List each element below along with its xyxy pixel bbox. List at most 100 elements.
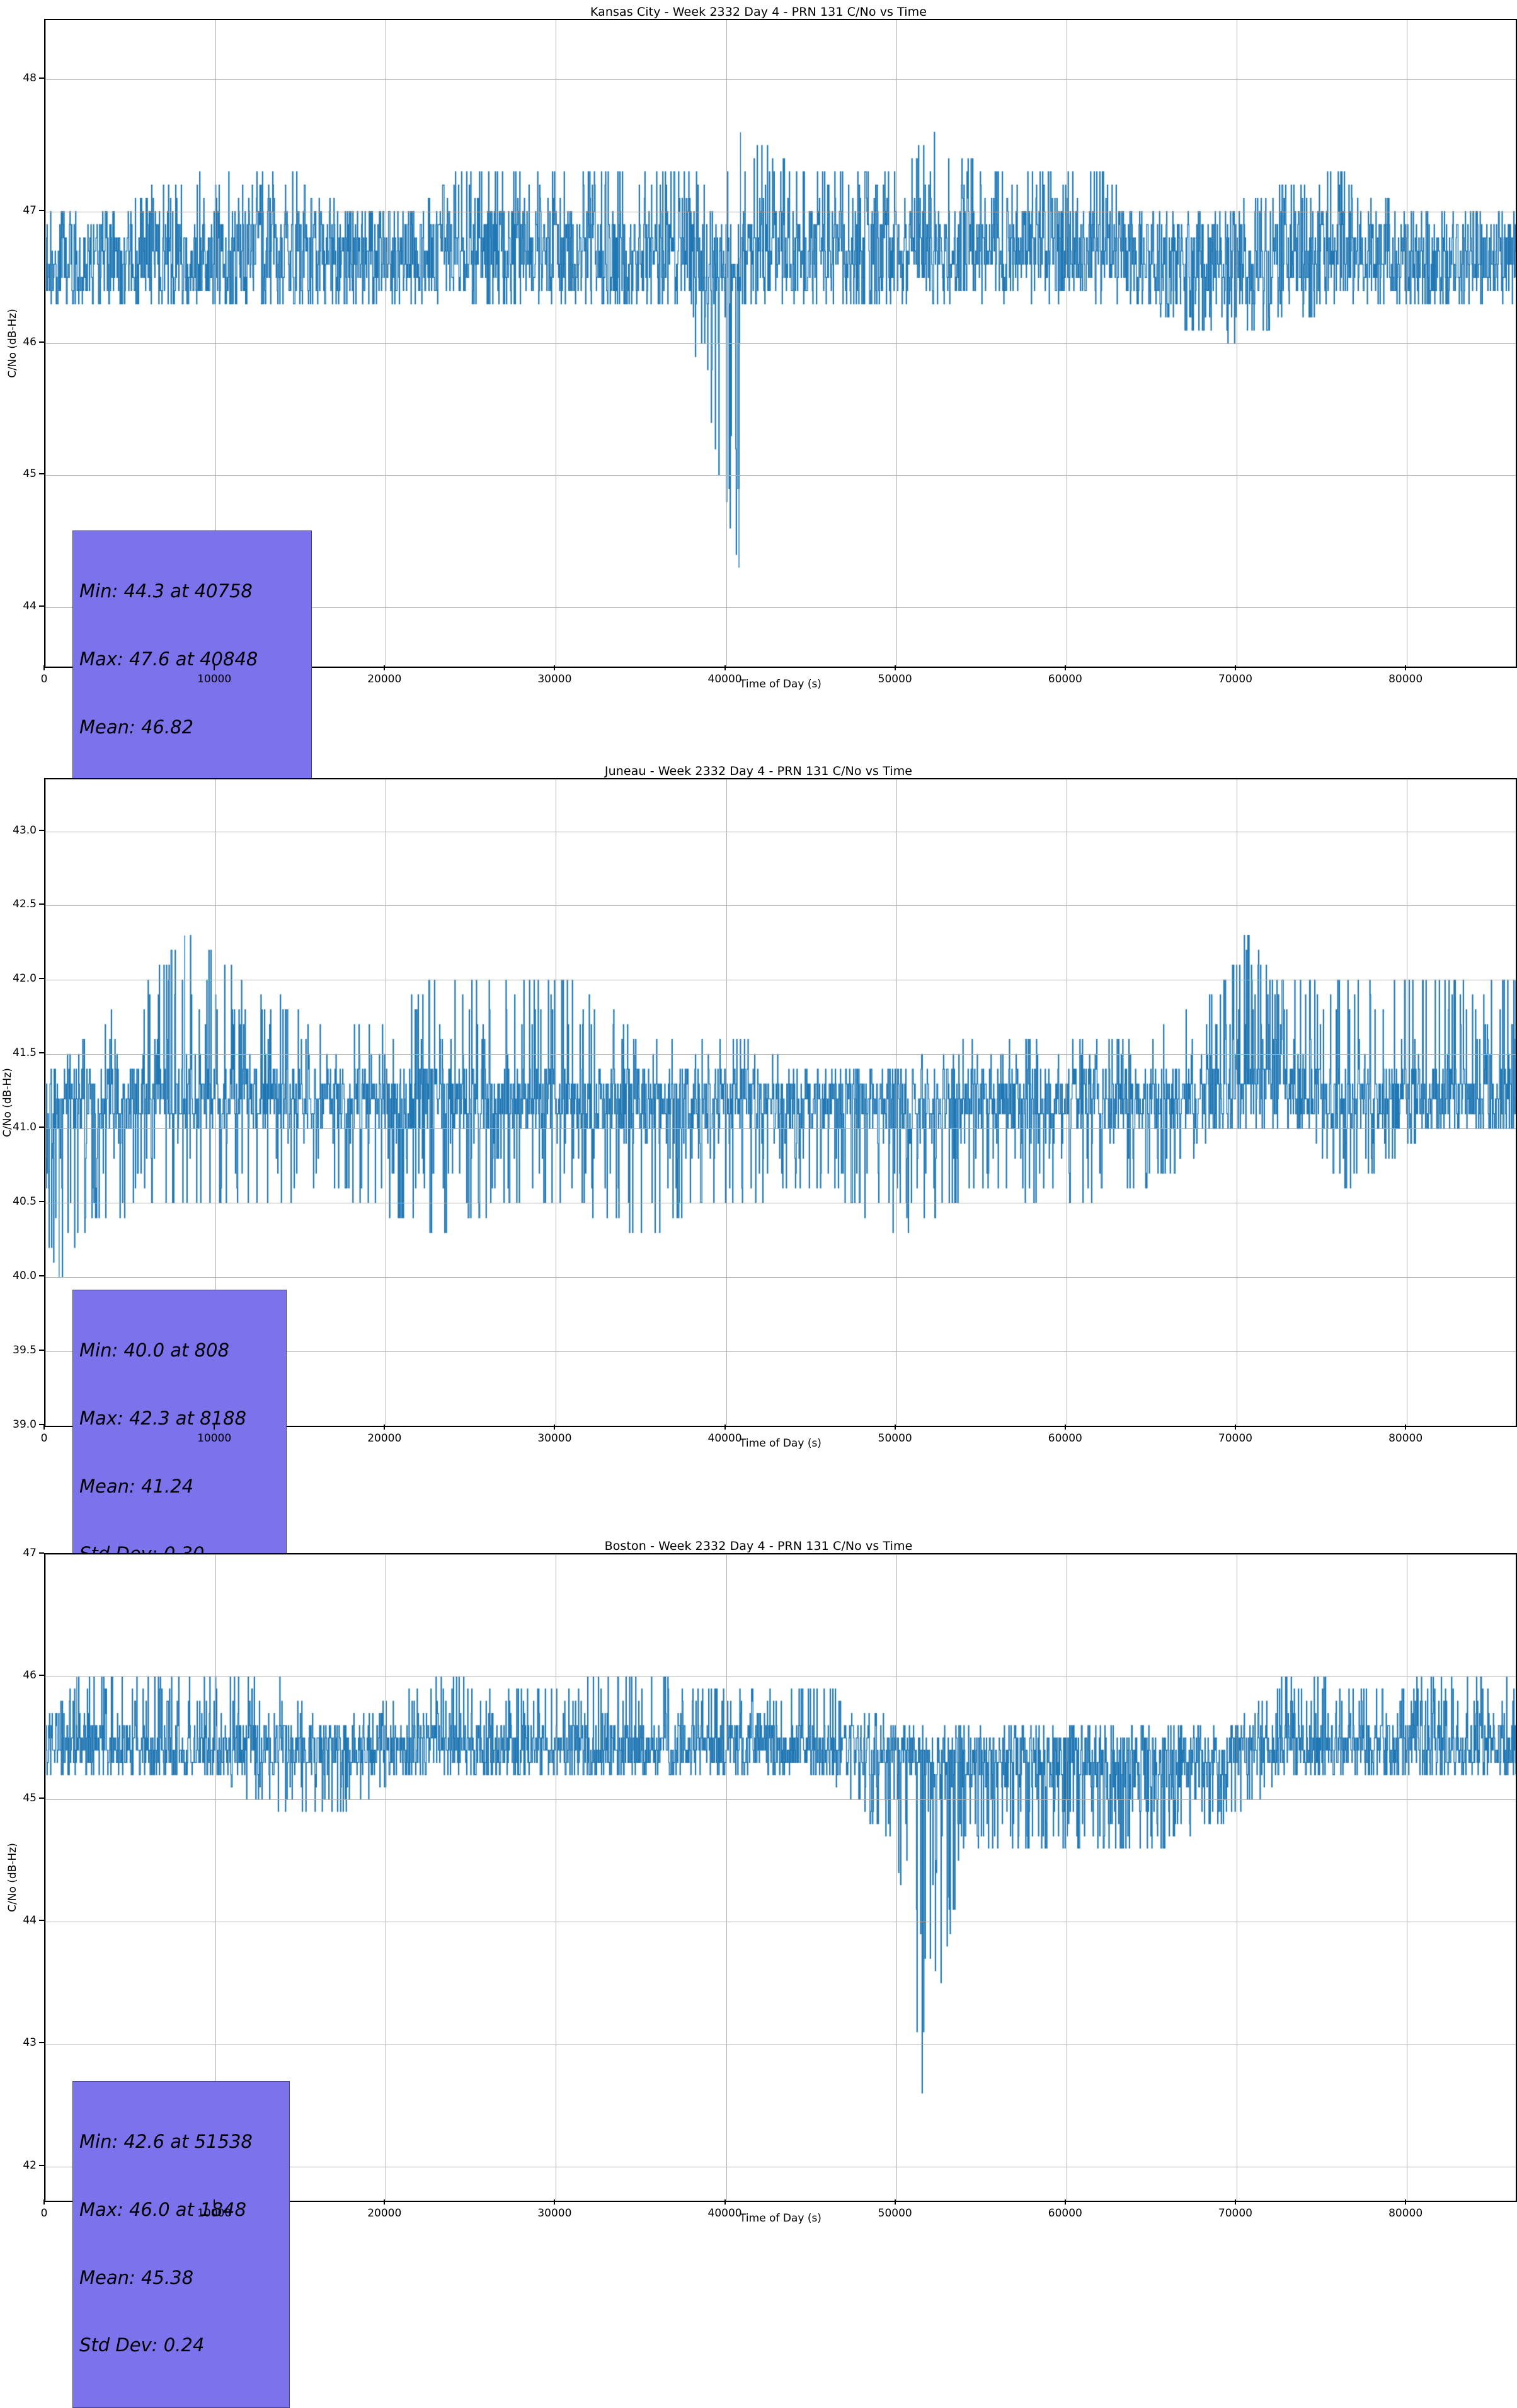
x-tick-mark	[43, 665, 45, 670]
x-tick-mark	[554, 1425, 556, 1430]
x-tick-label: 70000	[1218, 2207, 1253, 2220]
y-tick-label: 39.0	[13, 1418, 37, 1431]
panel-title: Kansas City - Week 2332 Day 4 - PRN 131 …	[590, 5, 927, 19]
x-tick-mark	[1405, 1425, 1407, 1430]
y-tick-mark	[39, 829, 44, 831]
y-tick-label: 42.0	[13, 972, 37, 985]
x-gridline	[215, 779, 217, 1426]
x-tick-mark	[1234, 665, 1236, 670]
x-axis-label: Time of Day (s)	[740, 678, 821, 691]
x-tick-mark	[384, 1425, 386, 1430]
y-tick-mark	[39, 903, 44, 905]
plot-area[interactable]	[44, 778, 1517, 1427]
x-tick-label: 80000	[1388, 673, 1423, 685]
y-gridline	[45, 1554, 1516, 1555]
x-tick-mark	[894, 665, 896, 670]
x-tick-mark	[214, 2199, 215, 2204]
x-tick-label: 20000	[367, 2207, 402, 2220]
x-gridline	[726, 779, 727, 1426]
x-tick-label: 60000	[1048, 673, 1082, 685]
x-tick-mark	[724, 2199, 726, 2204]
y-tick-mark	[39, 209, 44, 211]
y-tick-label: 44	[23, 1913, 37, 1927]
y-tick-mark	[39, 341, 44, 343]
y-tick-label: 41.0	[13, 1121, 37, 1134]
y-tick-mark	[39, 473, 44, 475]
y-tick-mark	[39, 1350, 44, 1351]
y-gridline	[45, 607, 1516, 608]
x-tick-mark	[894, 2199, 896, 2204]
panel-title: Boston - Week 2332 Day 4 - PRN 131 C/No …	[604, 1539, 913, 1553]
y-tick-mark	[39, 1052, 44, 1054]
x-gridline	[896, 1554, 897, 2201]
y-tick-mark	[39, 1552, 44, 1554]
x-tick-mark	[1405, 2199, 1407, 2204]
y-tick-label: 47	[23, 204, 37, 217]
x-tick-mark	[43, 2199, 45, 2204]
x-tick-label: 20000	[367, 1432, 402, 1445]
x-gridline	[45, 1554, 46, 2201]
x-tick-label: 30000	[537, 2207, 572, 2220]
y-gridline	[45, 1799, 1516, 1800]
cno-trace	[45, 779, 1516, 1426]
x-gridline	[45, 20, 46, 667]
x-tick-mark	[1405, 665, 1407, 670]
y-gridline	[45, 343, 1516, 344]
stat-min: Min: 42.6 at 51538	[79, 2130, 253, 2152]
x-gridline	[215, 1554, 217, 2201]
stat-max: Max: 47.6 at 40848	[79, 648, 258, 670]
stat-mean: Mean: 46.82	[79, 716, 194, 738]
y-tick-mark	[39, 978, 44, 980]
x-tick-mark	[1234, 2199, 1236, 2204]
panel-juneau: Juneau - Week 2332 Day 4 - PRN 131 C/No …	[0, 759, 1517, 1617]
y-gridline	[45, 475, 1516, 476]
stat-stddev: Std Dev: 0.24	[79, 2334, 205, 2356]
y-tick-mark	[39, 1919, 44, 1921]
stat-min: Min: 44.3 at 40758	[79, 580, 253, 602]
x-tick-label: 60000	[1048, 1432, 1082, 1445]
y-tick-label: 40.0	[13, 1270, 37, 1283]
y-tick-mark	[39, 1201, 44, 1203]
x-tick-label: 30000	[537, 673, 572, 685]
y-tick-mark	[39, 2042, 44, 2044]
x-tick-mark	[1234, 1425, 1236, 1430]
x-gridline	[896, 779, 897, 1426]
stat-mean: Mean: 41.24	[79, 1475, 194, 1497]
x-tick-label: 0	[40, 1432, 48, 1445]
x-tick-label: 0	[40, 2207, 48, 2220]
x-gridline	[896, 20, 897, 667]
x-gridline	[726, 1554, 727, 2201]
x-tick-mark	[1064, 1425, 1066, 1430]
y-gridline	[45, 1128, 1516, 1130]
x-tick-label: 80000	[1388, 1432, 1423, 1445]
x-tick-label: 50000	[878, 2207, 912, 2220]
x-tick-mark	[384, 665, 386, 670]
y-tick-label: 42.5	[13, 898, 37, 911]
y-tick-label: 39.5	[13, 1344, 37, 1357]
x-tick-label: 10000	[197, 673, 232, 685]
x-axis-label: Time of Day (s)	[740, 1437, 821, 1450]
y-gridline	[45, 1351, 1516, 1353]
figure-canvas: Kansas City - Week 2332 Day 4 - PRN 131 …	[0, 5, 1517, 2408]
x-tick-mark	[214, 665, 215, 670]
y-gridline	[45, 1054, 1516, 1055]
x-tick-mark	[214, 1425, 215, 1430]
x-axis-label: Time of Day (s)	[740, 2212, 821, 2225]
panel-boston: Boston - Week 2332 Day 4 - PRN 131 C/No …	[0, 1534, 1517, 2408]
x-gridline	[726, 20, 727, 667]
x-tick-label: 30000	[537, 1432, 572, 1445]
stat-mean: Mean: 45.38	[79, 2266, 194, 2288]
x-tick-label: 50000	[878, 1432, 912, 1445]
stat-max: Max: 46.0 at 1848	[79, 2198, 246, 2220]
y-gridline	[45, 905, 1516, 907]
x-tick-mark	[1064, 2199, 1066, 2204]
y-gridline	[45, 79, 1516, 81]
y-tick-mark	[39, 77, 44, 79]
x-tick-label: 70000	[1218, 673, 1253, 685]
x-tick-label: 80000	[1388, 2207, 1423, 2220]
y-tick-mark	[39, 1127, 44, 1128]
x-tick-label: 10000	[197, 2207, 232, 2220]
x-tick-label: 20000	[367, 673, 402, 685]
y-tick-label: 42	[23, 2159, 37, 2172]
x-tick-mark	[1064, 665, 1066, 670]
